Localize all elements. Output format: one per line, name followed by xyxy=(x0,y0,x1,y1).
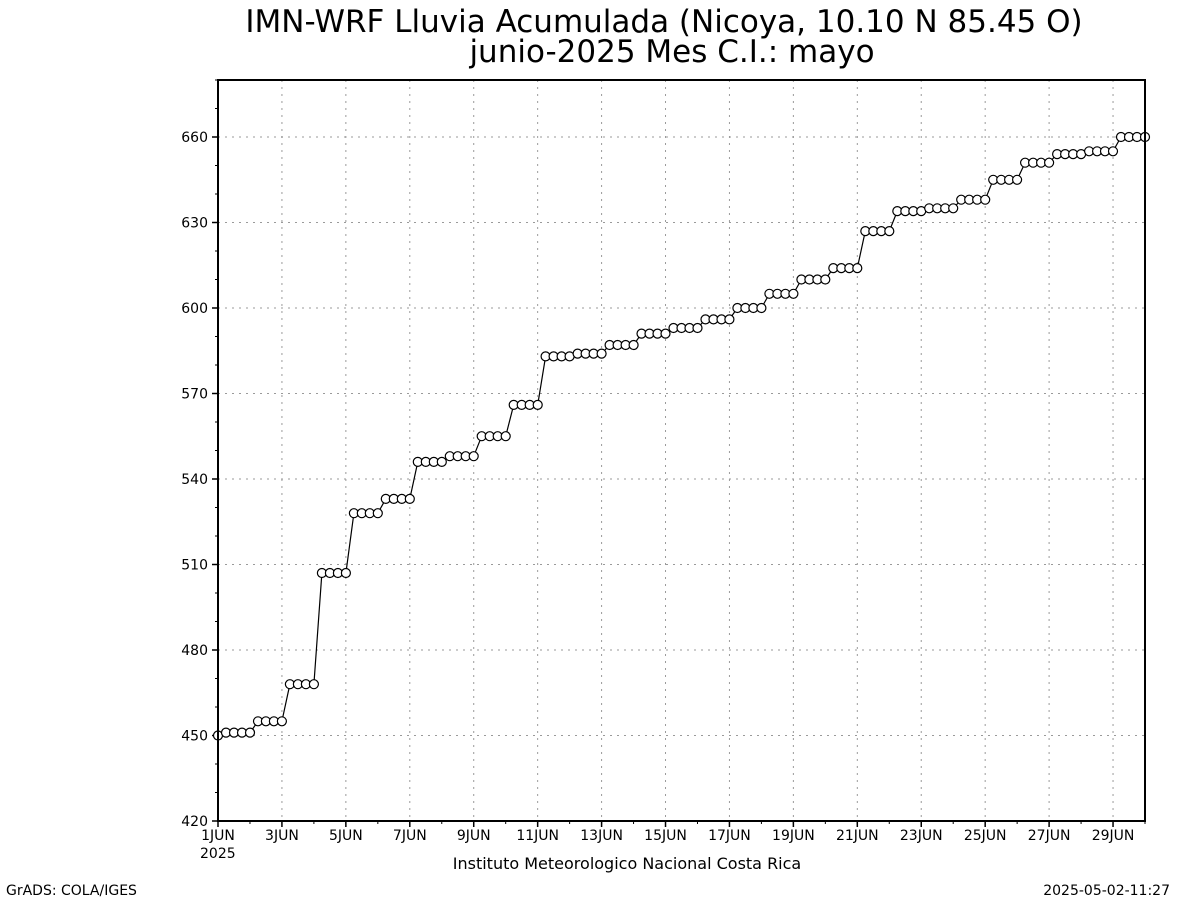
y-tick-label: 660 xyxy=(181,130,208,146)
data-point xyxy=(980,194,991,205)
y-tick-label: 600 xyxy=(181,301,208,317)
plot-frame xyxy=(217,79,1146,822)
data-point xyxy=(884,226,895,237)
x-tick-label: 3JUN xyxy=(265,828,299,844)
x-tick-label: 17JUN xyxy=(708,828,751,844)
x-tick-label: 5JUN xyxy=(329,828,363,844)
y-tick-label: 570 xyxy=(181,387,208,403)
x-tick-label: 19JUN xyxy=(772,828,815,844)
data-points xyxy=(212,131,1151,741)
data-point xyxy=(244,727,256,738)
x-tick-label: 9JUN xyxy=(457,828,491,844)
data-point xyxy=(596,348,607,359)
data-point xyxy=(724,314,735,325)
data-point xyxy=(820,274,831,285)
x-tick-label: 23JUN xyxy=(900,828,943,844)
y-tick-label: 510 xyxy=(181,558,208,574)
series-line xyxy=(217,136,1145,737)
y-tick-label: 420 xyxy=(181,814,208,830)
software-credit: GrADS: COLA/IGES xyxy=(6,883,137,899)
data-point xyxy=(788,288,799,299)
x-axis-year-label: 2025 xyxy=(200,846,236,862)
data-point xyxy=(1107,146,1119,157)
data-point xyxy=(532,399,543,410)
data-point xyxy=(372,508,383,519)
data-point xyxy=(628,339,639,351)
data-point xyxy=(468,451,479,462)
x-tick-label: 29JUN xyxy=(1092,828,1135,844)
x-tick-label: 25JUN xyxy=(964,828,1007,844)
y-tick-label: 450 xyxy=(181,729,208,745)
chart-subtitle: junio-2025 Mes C.I.: mayo xyxy=(468,34,874,70)
data-point xyxy=(1011,174,1023,185)
data-point xyxy=(948,203,959,214)
data-point xyxy=(660,328,671,339)
data-point xyxy=(276,716,287,727)
x-tick-label: 7JUN xyxy=(393,828,427,844)
data-point xyxy=(500,431,511,442)
x-tick-label: 11JUN xyxy=(516,828,559,844)
x-tick-label: 13JUN xyxy=(580,828,623,844)
timestamp: 2025-05-02-11:27 xyxy=(1043,883,1170,899)
data-point xyxy=(404,493,415,504)
data-point xyxy=(308,679,319,690)
data-point xyxy=(1043,157,1055,168)
x-axis: 1JUN 3JUN 5JUN 7JUN 9JUN 11JUN 13JUN 15JUN 17JUN… xyxy=(201,821,1146,844)
data-point xyxy=(852,263,863,274)
x-tick-label: 15JUN xyxy=(644,828,687,844)
y-tick-label: 480 xyxy=(181,643,208,659)
y-axis: 420 450 480 510 540 570 600 630 660 xyxy=(181,79,218,830)
y-tick-label: 630 xyxy=(181,216,208,232)
data-point xyxy=(692,322,703,334)
x-tick-label: 21JUN xyxy=(836,828,879,844)
institution-label: Instituto Meteorologico Nacional Costa R… xyxy=(453,854,801,873)
y-tick-label: 540 xyxy=(181,472,208,488)
data-point xyxy=(436,456,447,467)
data-point xyxy=(340,567,351,579)
grid-lines xyxy=(218,80,1145,821)
data-point xyxy=(756,302,767,314)
x-tick-label: 27JUN xyxy=(1028,828,1071,844)
x-tick-label: 1JUN xyxy=(201,828,235,844)
chart-title: IMN-WRF Lluvia Acumulada (Nicoya, 10.10 … xyxy=(245,4,1082,40)
